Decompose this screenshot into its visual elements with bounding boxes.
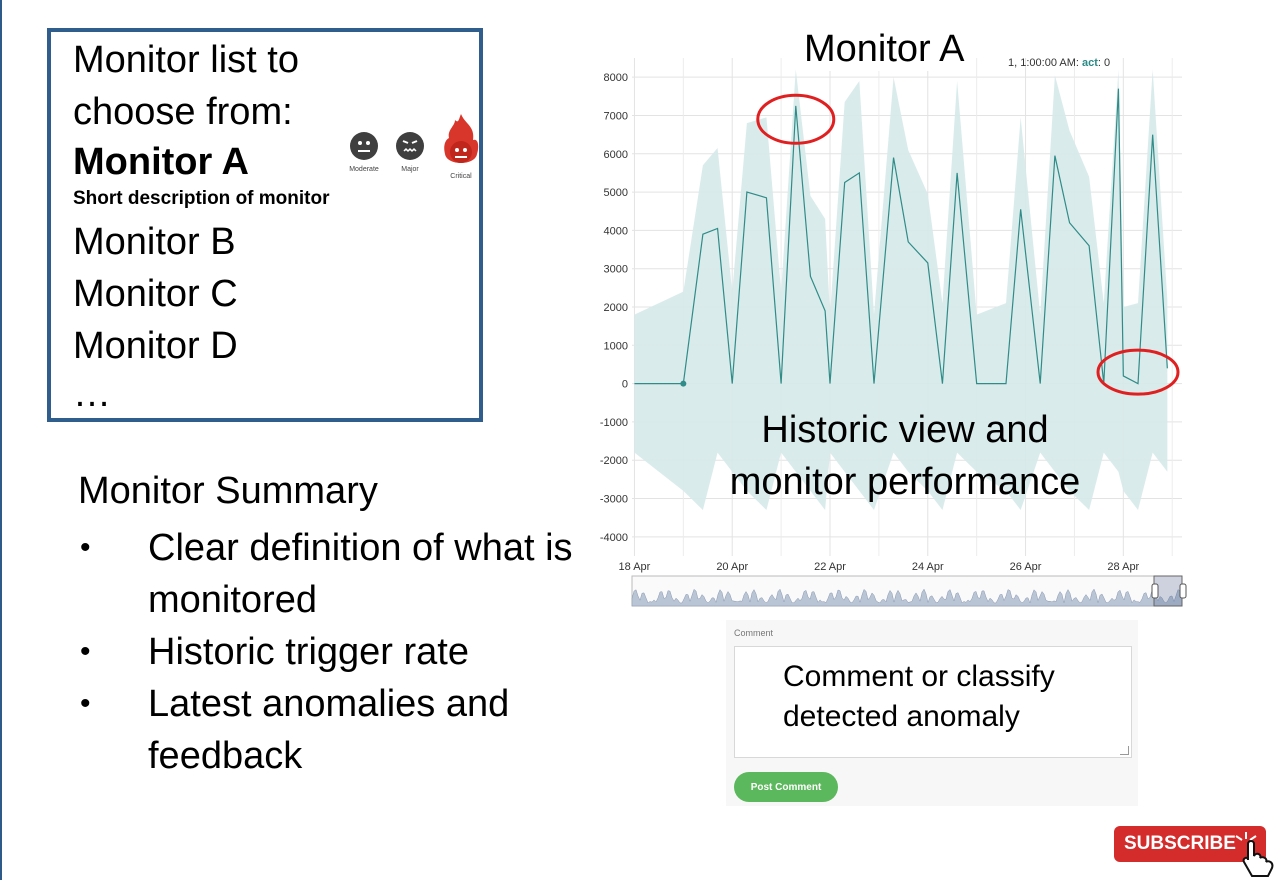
comment-textarea[interactable]: Comment or classify detected anomaly bbox=[734, 646, 1132, 758]
summary-title: Monitor Summary bbox=[78, 470, 378, 512]
bullet: • bbox=[80, 687, 91, 720]
left-edge-line bbox=[0, 0, 2, 880]
navigator-handle bbox=[1151, 583, 1159, 599]
bullet: • bbox=[80, 531, 91, 564]
chart-overlay-caption: Historic view and monitor performance bbox=[729, 409, 1081, 503]
subscribe-button[interactable]: SUBSCRIBE bbox=[1114, 826, 1266, 862]
x-tick-label: 18 Apr bbox=[619, 561, 651, 573]
y-tick-label: 4000 bbox=[604, 225, 628, 237]
anomaly-circle bbox=[1096, 348, 1180, 396]
monitor-list-panel: Monitor list to choose from: Monitor A S… bbox=[47, 28, 483, 422]
highlight-point bbox=[680, 380, 687, 387]
y-tick-label: -4000 bbox=[600, 532, 628, 544]
monitor-item[interactable]: Monitor C bbox=[73, 273, 238, 315]
monitor-chart[interactable]: 8000 7000 6000 5000 4000 3000 2000 1000 0 -1000 -2… bbox=[580, 28, 1200, 618]
y-tick-label: -2000 bbox=[600, 455, 628, 467]
bullet: • bbox=[80, 635, 91, 668]
navigator-sparkline bbox=[631, 588, 1183, 607]
x-tick-label: 26 Apr bbox=[1010, 561, 1042, 573]
comment-label: Comment bbox=[734, 628, 774, 638]
summary-list: • Clear definition of what is monitored •… bbox=[78, 522, 588, 782]
y-tick-label: 8000 bbox=[604, 72, 628, 84]
monitor-list-heading-line1: Monitor list to bbox=[73, 39, 299, 81]
navigator-handle bbox=[1179, 583, 1187, 599]
y-tick-label: -3000 bbox=[600, 494, 628, 506]
moderate-face-icon bbox=[350, 132, 378, 160]
major-face-icon bbox=[396, 132, 424, 160]
post-comment-button[interactable]: Post Comment bbox=[734, 772, 838, 802]
resize-handle-icon[interactable] bbox=[1120, 746, 1129, 755]
y-tick-label: 6000 bbox=[604, 149, 628, 161]
monitor-item[interactable]: Monitor D bbox=[73, 325, 238, 367]
severity-major[interactable]: Major bbox=[393, 132, 427, 173]
x-tick-label: 22 Apr bbox=[814, 561, 846, 573]
comment-text: Comment or classify detected anomaly bbox=[783, 660, 1055, 733]
y-tick-label: 3000 bbox=[604, 264, 628, 276]
severity-label-major: Major bbox=[401, 166, 419, 173]
monitor-item-selected[interactable]: Monitor A bbox=[73, 141, 249, 183]
x-tick-label: 20 Apr bbox=[716, 561, 748, 573]
y-tick-label: 0 bbox=[622, 379, 628, 391]
critical-fire-icon bbox=[444, 114, 479, 163]
series-line bbox=[634, 88, 1168, 385]
chart-tooltip: 1, 1:00:00 AM: act: 0 bbox=[1008, 57, 1111, 69]
monitor-description: Short description of monitor bbox=[73, 188, 330, 209]
summary-item: • Latest anomalies and feedback bbox=[78, 678, 588, 782]
anomaly-circle bbox=[756, 93, 836, 145]
x-tick-label: 28 Apr bbox=[1107, 561, 1139, 573]
y-tick-label: 7000 bbox=[604, 110, 628, 122]
y-tick-label: 5000 bbox=[604, 187, 628, 199]
summary-item: • Historic trigger rate bbox=[78, 626, 588, 678]
monitor-list-more: … bbox=[73, 373, 111, 415]
x-tick-label: 24 Apr bbox=[912, 561, 944, 573]
severity-label-moderate: Moderate bbox=[349, 166, 379, 173]
hand-pointer-icon bbox=[1235, 832, 1274, 877]
y-tick-label: -1000 bbox=[600, 417, 628, 429]
severity-critical[interactable]: Critical bbox=[439, 112, 483, 180]
y-tick-label: 2000 bbox=[604, 302, 628, 314]
summary-item: • Clear definition of what is monitored bbox=[78, 522, 588, 626]
monitor-list-heading-line2: choose from: bbox=[73, 91, 293, 133]
comment-panel: Comment Comment or classify detected ano… bbox=[726, 620, 1138, 806]
severity-label-critical: Critical bbox=[450, 173, 472, 180]
monitor-item[interactable]: Monitor B bbox=[73, 221, 236, 263]
y-tick-label: 1000 bbox=[604, 340, 628, 352]
chart-title: Monitor A bbox=[800, 28, 969, 71]
expected-band bbox=[634, 69, 1168, 511]
severity-moderate[interactable]: Moderate bbox=[347, 132, 381, 173]
